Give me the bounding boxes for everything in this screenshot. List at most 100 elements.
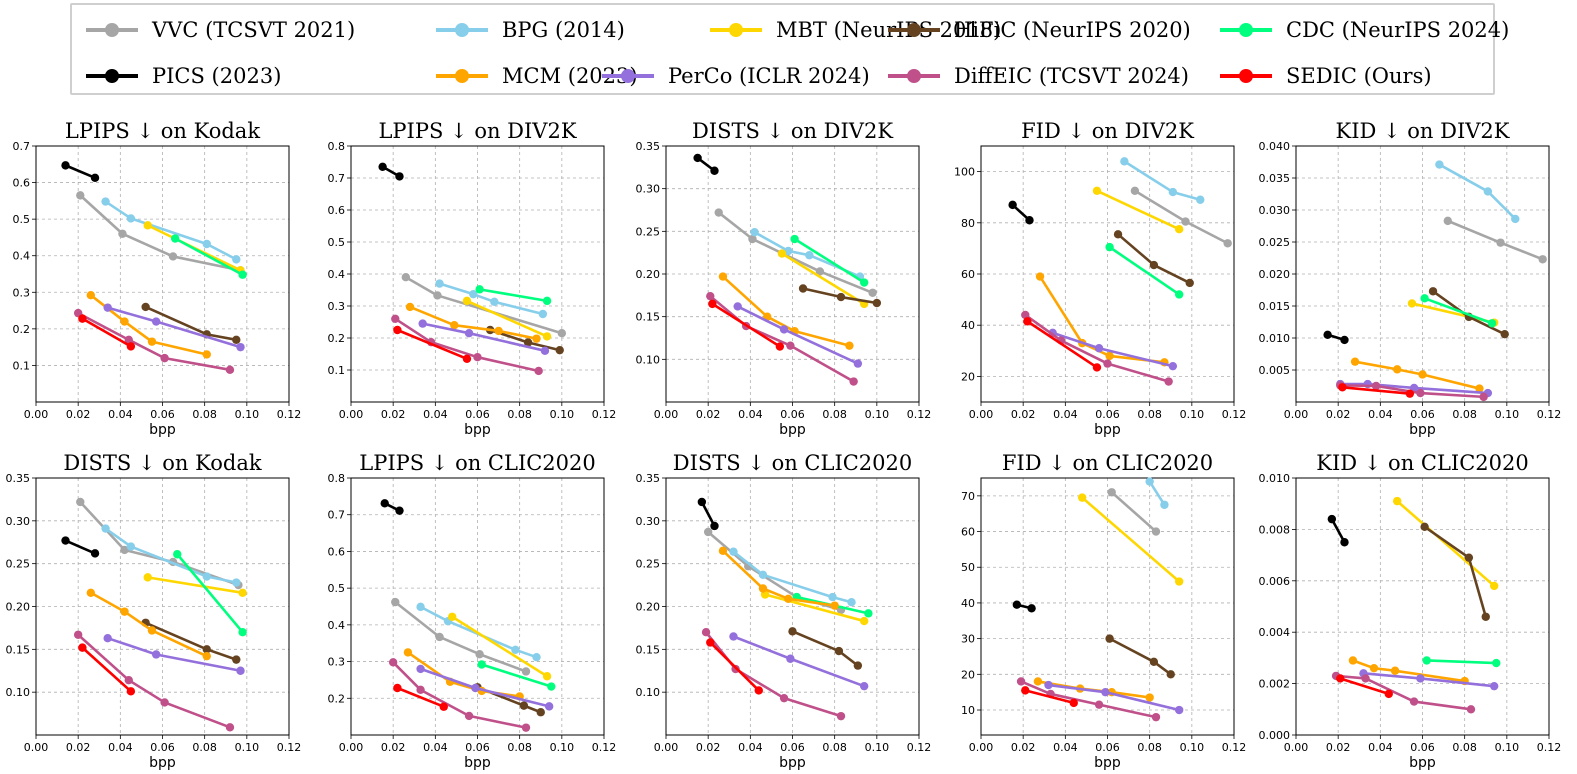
x-tick-label: 0.00 <box>969 408 994 421</box>
series-hific-neurips-2020 <box>1105 634 1175 679</box>
x-tick-label: 0.02 <box>66 741 91 754</box>
x-axis-label: bpp <box>464 755 491 771</box>
data-point <box>1466 705 1476 714</box>
y-tick-label: 20 <box>961 668 975 681</box>
chart-title: KID ↓ on CLIC2020 <box>1316 451 1528 475</box>
x-tick-label: 0.12 <box>592 408 617 421</box>
data-point <box>416 602 425 612</box>
legend: VVC (TCSVT 2021) BPG (2014) MBT (NeurIPS… <box>70 3 1509 95</box>
legend-item-sedic: SEDIC (Ours) <box>1220 61 1432 91</box>
x-tick-label: 0.06 <box>150 741 175 754</box>
series-mcm-2023 <box>86 291 211 359</box>
plot-frame <box>980 477 1235 736</box>
data-point <box>542 332 552 341</box>
data-point <box>103 633 112 643</box>
x-axis-label: bpp <box>464 422 491 438</box>
data-point <box>1181 217 1190 226</box>
x-tick-label: 0.10 <box>235 408 260 421</box>
y-tick-label: 10 <box>961 704 975 717</box>
legend-label-perco: PerCo (ICLR 2024) <box>668 64 870 88</box>
y-tick-label: 0.5 <box>328 236 346 249</box>
data-point <box>779 693 789 703</box>
series-perco-iclr-2024 <box>733 302 863 368</box>
x-tick-label: 0.04 <box>1053 408 1078 421</box>
x-tick-label: 0.00 <box>1284 408 1309 421</box>
data-point <box>1105 351 1114 361</box>
data-point <box>697 497 707 507</box>
data-point <box>1196 195 1205 204</box>
data-point <box>1492 658 1501 668</box>
data-point <box>477 660 486 669</box>
data-point <box>1174 225 1184 234</box>
series-line <box>705 631 842 718</box>
series-line <box>77 311 231 372</box>
x-axis-label: bpp <box>149 422 176 438</box>
series-hific-neurips-2020 <box>141 618 241 664</box>
data-point <box>834 646 844 656</box>
data-point <box>1340 538 1349 547</box>
data-point <box>236 342 245 352</box>
data-point <box>758 570 768 580</box>
y-tick-label: 80 <box>961 217 975 230</box>
data-point <box>1393 496 1402 506</box>
x-tick-label: 0.08 <box>822 741 847 754</box>
x-tick-label: 0.08 <box>822 408 847 421</box>
x-tick-label: 0.08 <box>192 408 217 421</box>
series-vvc-tcsvt-2021 <box>1443 216 1547 264</box>
series-line <box>1426 659 1497 665</box>
data-point <box>118 229 127 238</box>
x-tick-label: 0.00 <box>654 741 679 754</box>
series-hific-neurips-2020 <box>1420 522 1490 621</box>
series-line <box>1438 163 1517 220</box>
series-cdc-neurips-2024 <box>1105 242 1184 299</box>
data-point <box>78 314 87 323</box>
legend-label-pics: PICS (2023) <box>152 64 282 88</box>
series-diffeic-tcsvt-2024 <box>1021 310 1173 386</box>
data-point <box>1008 200 1017 210</box>
data-point <box>718 546 728 556</box>
series-line <box>1081 496 1181 583</box>
data-point <box>532 652 541 662</box>
series-vvc-tcsvt-2021 <box>76 191 245 275</box>
data-point <box>859 278 869 287</box>
data-point <box>1443 216 1453 226</box>
x-tick-label: 0.10 <box>865 408 890 421</box>
y-tick-label: 0.2 <box>13 323 31 336</box>
data-point <box>126 542 136 551</box>
x-tick-label: 0.00 <box>654 408 679 421</box>
data-point <box>1327 514 1337 524</box>
series-line <box>793 237 865 284</box>
data-point <box>395 506 404 515</box>
series-diffeic-tcsvt-2024 <box>701 628 846 721</box>
data-point <box>710 521 719 531</box>
x-axis-label: bpp <box>1094 755 1121 771</box>
x-tick-label: 0.06 <box>465 408 490 421</box>
data-point <box>388 658 398 667</box>
series-line <box>700 501 716 527</box>
data-point <box>706 638 715 647</box>
x-tick-label: 0.12 <box>907 408 932 421</box>
data-point <box>124 335 133 345</box>
data-point <box>1428 287 1438 296</box>
series-line <box>79 194 241 272</box>
data-point <box>124 675 133 685</box>
series-line <box>174 237 244 276</box>
data-point <box>1409 697 1419 706</box>
y-tick-label: 0.10 <box>636 353 661 366</box>
data-point <box>1160 500 1169 509</box>
series-mbt-neurips-2018 <box>1092 186 1184 234</box>
data-point <box>494 326 503 336</box>
x-tick-label: 0.06 <box>780 741 805 754</box>
series-mbt-neurips-2018 <box>448 612 552 681</box>
y-tick-label: 0.000 <box>1259 729 1291 742</box>
data-point <box>120 607 129 616</box>
data-point <box>1487 319 1497 328</box>
data-point <box>378 162 387 171</box>
series-line <box>709 295 855 383</box>
data-point <box>202 645 211 654</box>
x-tick-label: 0.10 <box>865 741 890 754</box>
series-diffeic-tcsvt-2024 <box>73 630 235 732</box>
legend-marker-pics <box>86 61 138 91</box>
series-pics-2023 <box>697 497 719 531</box>
